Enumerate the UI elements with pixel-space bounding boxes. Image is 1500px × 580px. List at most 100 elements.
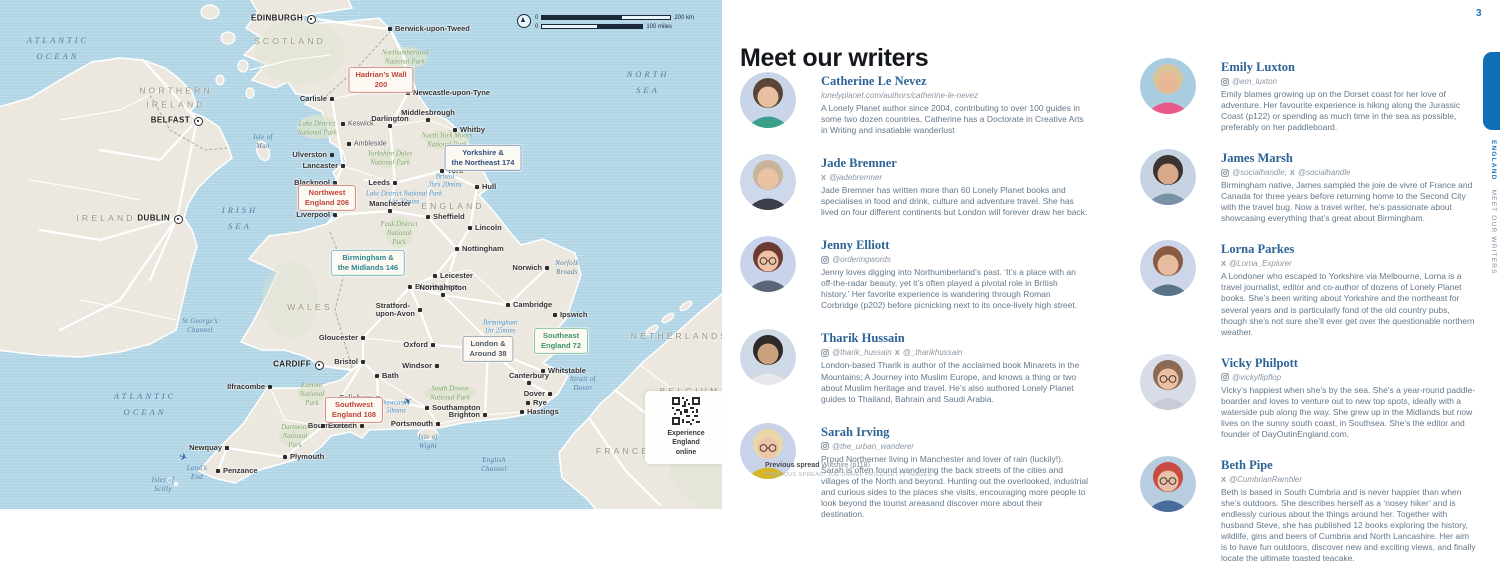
country-label: SCOTLAND [254,36,326,47]
qr-code[interactable] [672,397,700,425]
city-label: Cambridge [513,300,553,310]
writer-info: Lorna Parkes X @Lorna_Explorer A Londoner w… [1221,240,1476,337]
city-label: Brighton [448,410,480,420]
writer-social-handles[interactable]: lonelyplanet.com/authors/catherine-le-ne… [821,91,1088,100]
writer-handle[interactable]: @em_luxton [1232,77,1278,86]
writer-handle[interactable]: @tharik_hussain [832,348,892,358]
writer-bio: Emily blames growing up on the Dorset co… [1221,89,1461,133]
sea-label: Isles of Scilly [151,477,175,493]
region-box-label: Northwest England 206 [297,184,357,212]
city-dot [426,215,430,219]
city-dot [441,293,445,297]
qr-code-panel[interactable]: Experience England online [645,391,722,465]
city-dot [520,410,524,414]
city-dot [388,209,392,213]
chapter-tab[interactable] [1483,52,1500,130]
city-label: Exeter [328,421,351,431]
city-dot [455,247,459,251]
city-label: Liverpool [296,210,330,220]
writer-handle[interactable]: @socialhandle; [1232,168,1287,178]
compass-icon [517,14,531,28]
writer-handle[interactable]: @socialhandle [1297,168,1351,178]
x-icon: X [894,348,900,358]
writer-handle[interactable]: @jadebremner [829,173,883,183]
city-label: Ambleside [354,140,387,148]
city-label: Lincoln [475,223,502,233]
region-box-label: Southeast England 72 [533,327,589,355]
national-park-label: Peak District National Park [380,219,418,246]
map-scale-bar: 0 200 km 0 100 miles [517,13,717,31]
travel-time-note: Lake District National Park 1hr 30mins [365,190,443,206]
previous-spread-value: Wiltshire (p118) [819,462,870,469]
qr-caption-line: online [675,448,697,456]
qr-caption-line: Experience [667,430,705,437]
city-label: Ipswich [560,310,588,320]
country-label: ENGLAND [421,201,485,212]
city-label: Carlisle [299,94,327,104]
city-dot [526,401,530,405]
city-label: Hull [482,182,497,192]
city-dot [436,422,440,426]
writer-social-handles[interactable]: @vickyflipflop [1221,373,1476,382]
writer-social-handles[interactable]: X @CumbrianRambler [1221,475,1476,484]
city-label: Southampton [432,403,481,413]
islands [167,4,693,487]
city-label: Blackpool [294,178,330,188]
sea-label: ATLANTIC OCEAN [113,390,177,417]
writer-bio: Beth is based in South Cumbria and is ne… [1221,486,1476,564]
x-icon: X [1289,168,1295,178]
writer-info: Beth Pipe X @CumbrianRambler Beth is based … [1221,456,1476,564]
city-dot [375,374,379,378]
writer-row: Jenny Elliott @orderingwords Jenny loves d… [740,236,1088,311]
sea-label: NORTH SEA [626,68,670,95]
writer-url[interactable]: lonelyplanet.com/authors/catherine-le-ne… [821,91,978,100]
writer-handle[interactable]: @Lorna_Explorer [1229,259,1292,269]
writer-avatar [1140,58,1196,114]
writer-social-handles[interactable]: @em_luxton [1221,77,1476,86]
writer-social-handles[interactable]: @the_urban_wanderer [821,442,1088,451]
writer-bio: Vicky’s happiest when she’s by the sea. … [1221,384,1476,439]
writer-bio: A Londoner who escaped to Yorkshire via … [1221,271,1475,337]
writer-handle[interactable]: @vickyflipflop [1232,372,1282,382]
writer-handle[interactable]: @the_urban_wanderer [832,441,914,451]
city-dot [361,336,365,340]
city-label: Lancaster [302,161,338,171]
city-dot [506,303,510,307]
writer-info: Jade Bremner X @jadebremner Jade Bremner ha… [821,154,1088,218]
city-dot [333,181,337,185]
writer-info: Tharik Hussain @tharik_hussain X @_tharikhu… [821,329,1088,404]
sea-label: Strait of Dover [570,376,596,392]
writer-handle[interactable]: @orderingwords [832,255,891,265]
city-label: Manchester [369,199,411,209]
writer-social-handles[interactable]: X @Lorna_Explorer [1221,259,1476,268]
writer-handle[interactable]: @_tharikhussain [902,348,963,358]
national-park-label: Lake District National Park [297,119,337,136]
national-park-label: Northumberland National Park [381,48,429,65]
city-dot [341,122,345,126]
city-label: Berwick-upon-Tweed [395,24,470,34]
writer-social-handles[interactable]: @tharik_hussain X @_tharikhussain [821,348,1088,357]
region-box-label: London & Around 38 [462,335,514,363]
writer-name: Sarah Irving [821,424,890,439]
writer-name: Catherine Le Nevez [821,74,927,88]
writer-avatar [1140,240,1196,297]
x-icon: X [1221,259,1227,269]
region-box-label: Southwest England 108 [324,396,384,424]
writer-bio: Jade Bremner has written more than 60 Lo… [821,185,1088,218]
city-label: Canterbury [508,371,550,381]
capital-label: DUBLIN [137,213,170,223]
writer-avatar [740,154,796,211]
writer-social-handles[interactable]: X @jadebremner [821,173,1088,182]
writer-social-handles[interactable]: @orderingwords [821,255,1088,264]
sea-label: St George’s Channel [182,318,218,334]
writer-handle[interactable]: @CumbrianRambler [1229,474,1303,484]
travel-time-note: Newcastle 50mins [382,399,410,415]
x-icon: X [821,173,827,183]
writer-row: Vicky Philpott @vickyflipflop Vicky’s happ… [1140,353,1476,440]
writer-social-handles[interactable]: @socialhandle; X @socialhandle [1221,168,1476,177]
airplane-icon: ✈ [401,395,415,409]
region-box-label: Hadrian’s Wall 200 [348,66,414,94]
sea-label: Norfolk Broads [555,260,579,276]
instagram-icon [1221,373,1229,382]
capital-icon [314,360,324,370]
